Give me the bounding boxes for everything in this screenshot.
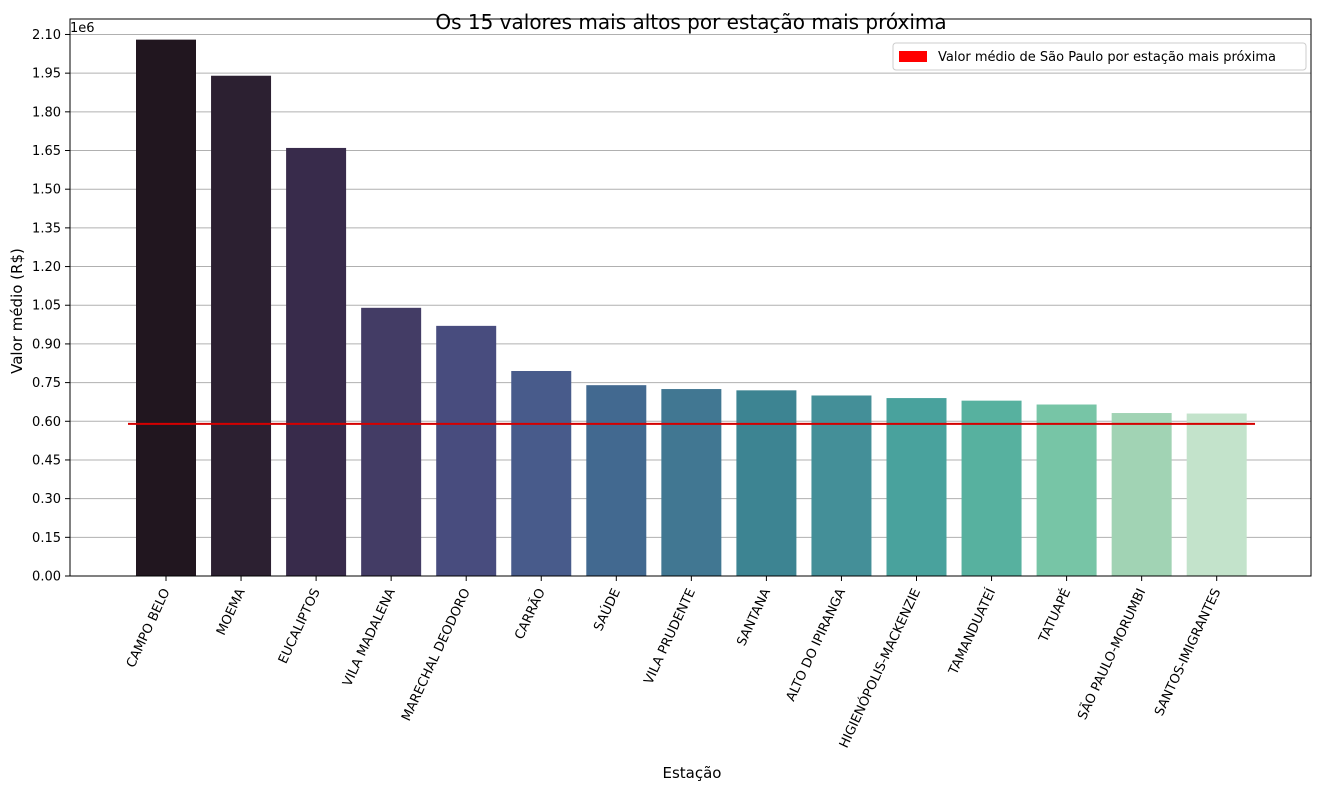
x-tick-label: SÃO PAULO-MORUMBI — [1074, 586, 1149, 722]
x-tick-label: SAÚDE — [590, 586, 624, 634]
y-tick-label: 0.00 — [32, 570, 61, 585]
legend-box — [892, 42, 1307, 71]
x-tick-label: CAMPO BELO — [124, 586, 174, 670]
bar — [211, 75, 272, 577]
y-tick-label: 1.35 — [32, 221, 61, 236]
x-tick-label: SANTANA — [734, 586, 774, 648]
y-axis-label: Valor médio (R$) — [8, 248, 26, 374]
y-tick-label: 0.60 — [32, 415, 61, 430]
y-axis: 0.00 0.15 0.30 0.45 0.60 0.75 0.90 1.05 1.20 1.35… — [32, 28, 70, 585]
bar — [736, 390, 797, 576]
x-tick-label: VILA MADALENA — [340, 586, 399, 689]
bar — [886, 398, 947, 576]
y-tick-label: 1.65 — [32, 144, 61, 159]
y-tick-label: 1.50 — [32, 183, 61, 198]
x-tick-label: ALTO DO IPIRANGA — [784, 586, 849, 704]
bar — [511, 370, 572, 576]
x-tick-label: CARRÃO — [511, 586, 548, 642]
y-tick-label: 1.05 — [32, 299, 61, 314]
bar — [661, 389, 722, 576]
y-tick-label: 0.15 — [32, 531, 61, 546]
bar — [286, 147, 347, 576]
y-tick-label: 0.30 — [32, 492, 61, 507]
x-tick-label: SANTOS-IMIGRANTES — [1152, 586, 1224, 718]
bar — [361, 307, 422, 576]
y-tick-label: 1.95 — [32, 67, 61, 82]
x-tick-label: MOEMA — [214, 586, 249, 638]
bar — [811, 395, 872, 576]
bar — [436, 325, 497, 576]
legend-swatch — [899, 51, 927, 62]
y-tick-label: 0.45 — [32, 453, 61, 468]
x-tick-label: MARECHAL DEODORO — [399, 586, 474, 723]
chart-title: Os 15 valores mais altos por estação mai… — [435, 10, 946, 34]
x-tick-label: EUCALIPTOS — [276, 586, 324, 666]
bar — [586, 385, 647, 576]
x-tick-label: TAMANDUATEÍ — [945, 586, 999, 678]
x-tick-label: HIGIENÓPOLIS-MACKENZIE — [836, 586, 924, 751]
y-tick-label: 0.90 — [32, 337, 61, 352]
x-tick-label: TATUAPÉ — [1035, 586, 1074, 646]
legend-label: Valor médio de São Paulo por estação mai… — [938, 50, 1276, 65]
bar — [136, 39, 196, 576]
y-tick-label: 1.80 — [32, 105, 61, 120]
legend: Valor médio de São Paulo por estação mai… — [892, 42, 1307, 71]
x-axis-label: Estação — [663, 764, 722, 782]
plot-frame — [69, 18, 1312, 577]
bars — [136, 39, 1247, 577]
x-tick-label: VILA PRUDENTE — [642, 586, 699, 686]
bar — [1036, 404, 1097, 576]
bar — [1111, 413, 1172, 576]
bar — [961, 400, 1022, 576]
y-tick-label: 0.75 — [32, 376, 61, 391]
y-multiplier-label: 1e6 — [70, 21, 95, 36]
y-tick-label: 1.20 — [32, 260, 61, 275]
x-axis: CAMPO BELO MOEMA EUCALIPTOS VILA MADALENA MA… — [124, 576, 1224, 751]
y-tick-label: 2.10 — [32, 28, 61, 43]
bar — [1186, 413, 1247, 576]
